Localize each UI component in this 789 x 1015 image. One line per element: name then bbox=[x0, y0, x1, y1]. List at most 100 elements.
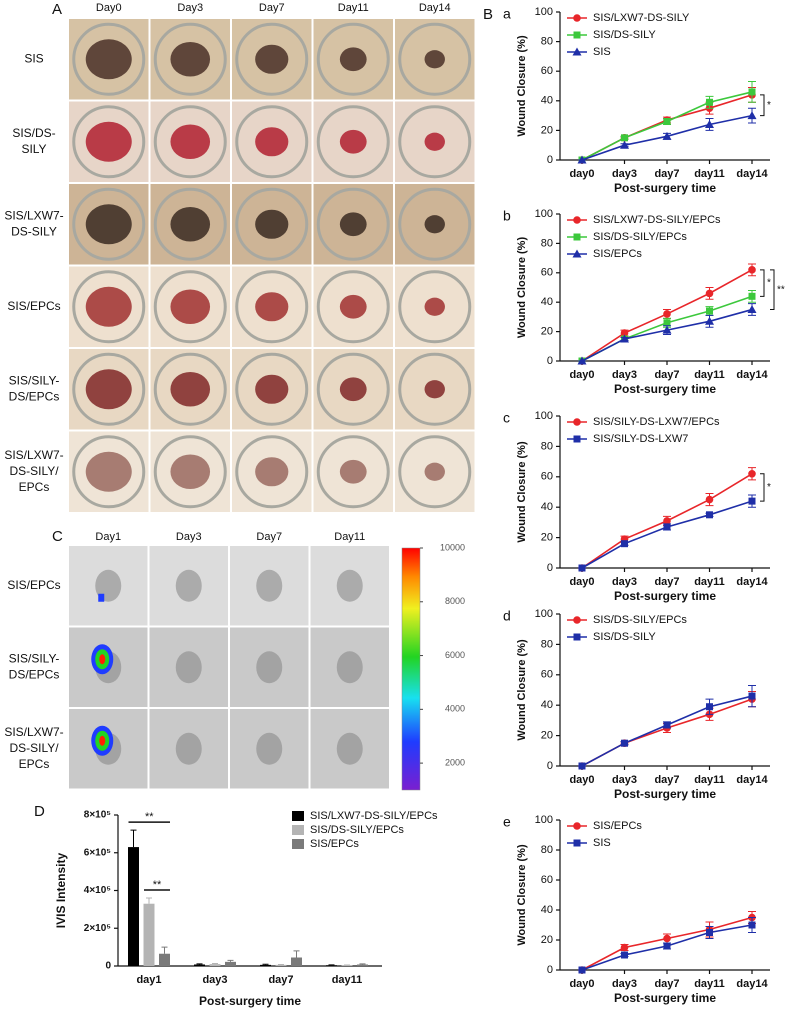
x-tick-label: day14 bbox=[736, 774, 768, 786]
wound bbox=[170, 454, 211, 490]
legend-label: SIS/SILY-DS-LXW7/EPCs bbox=[593, 416, 720, 428]
column-label: Day14 bbox=[419, 2, 451, 14]
ring bbox=[153, 352, 227, 426]
legend-swatch bbox=[292, 811, 304, 821]
marker bbox=[621, 540, 628, 548]
marker bbox=[578, 966, 586, 974]
wound bbox=[336, 732, 363, 765]
wound bbox=[339, 377, 367, 402]
marker bbox=[620, 140, 629, 149]
y-tick-label: 0 bbox=[547, 562, 553, 574]
legend-marker bbox=[573, 435, 581, 443]
row-label: SILY bbox=[21, 142, 46, 156]
marker bbox=[621, 739, 628, 747]
y-axis-title: Wound Closure (%) bbox=[516, 35, 528, 137]
column-label: Day3 bbox=[176, 531, 202, 543]
error-bar bbox=[161, 946, 168, 954]
legend-marker bbox=[573, 31, 581, 39]
ring bbox=[316, 352, 390, 426]
column-label: Day1 bbox=[95, 531, 121, 543]
marker bbox=[621, 134, 628, 142]
row-label: SIS/EPCs bbox=[7, 299, 60, 313]
ring bbox=[72, 22, 146, 96]
wound bbox=[424, 462, 445, 481]
y-axis-title: Wound Closure (%) bbox=[516, 639, 528, 741]
signal bbox=[98, 593, 105, 602]
signal bbox=[99, 654, 106, 665]
wound bbox=[336, 569, 363, 602]
error-bar bbox=[130, 829, 137, 848]
y-tick-label: 80 bbox=[541, 844, 553, 856]
colorbar-label: 2000 bbox=[445, 757, 465, 767]
panel-label: c bbox=[503, 410, 510, 426]
row-label: DS-SILY/ bbox=[9, 464, 59, 478]
row-label: SIS/LXW7- bbox=[4, 448, 63, 462]
ring bbox=[398, 105, 472, 179]
y-tick-label: 8×10⁵ bbox=[84, 810, 112, 821]
x-tick-label: day3 bbox=[612, 168, 637, 180]
legend-marker bbox=[573, 233, 581, 241]
wound bbox=[170, 371, 211, 407]
significance-label: ** bbox=[153, 879, 162, 891]
x-tick-label: day3 bbox=[612, 369, 637, 381]
marker bbox=[620, 334, 629, 343]
x-tick-label: day3 bbox=[202, 974, 227, 986]
panel-label: d bbox=[503, 608, 511, 624]
bar bbox=[194, 964, 205, 966]
legend-label: SIS/DS-SILY/EPCs bbox=[310, 824, 404, 836]
y-tick-label: 20 bbox=[541, 326, 553, 338]
colorbar bbox=[401, 547, 421, 791]
marker bbox=[577, 155, 587, 164]
marker bbox=[663, 523, 671, 531]
ring bbox=[72, 105, 146, 179]
row-label: SIS bbox=[24, 51, 43, 65]
y-tick-label: 80 bbox=[541, 440, 553, 452]
legend-marker bbox=[573, 616, 581, 624]
x-axis-title: Post-surgery time bbox=[614, 991, 716, 1005]
marker bbox=[663, 118, 671, 126]
ring bbox=[72, 187, 146, 261]
y-tick-label: 100 bbox=[535, 814, 553, 826]
significance-bracket bbox=[760, 269, 765, 297]
y-tick-label: 60 bbox=[541, 874, 553, 886]
marker bbox=[748, 88, 756, 96]
wound bbox=[170, 206, 211, 242]
ring bbox=[235, 187, 309, 261]
wound bbox=[255, 374, 289, 404]
y-axis-title: Wound Closure (%) bbox=[516, 844, 528, 946]
colorbar-label: 8000 bbox=[445, 596, 465, 606]
marker bbox=[705, 119, 714, 128]
ring bbox=[316, 270, 390, 344]
bar bbox=[341, 965, 353, 966]
x-tick-label: day0 bbox=[569, 978, 594, 990]
row-label: SIS/EPCs bbox=[7, 578, 60, 592]
y-tick-label: 80 bbox=[541, 237, 553, 249]
legend-label: SIS/EPCs bbox=[310, 838, 359, 850]
marker bbox=[663, 934, 671, 943]
panel-label: A bbox=[52, 1, 62, 18]
legend-marker bbox=[573, 633, 581, 641]
wound bbox=[85, 204, 132, 245]
significance-label: ** bbox=[777, 284, 785, 295]
wound bbox=[424, 297, 445, 316]
marker bbox=[663, 310, 671, 318]
marker bbox=[662, 131, 672, 140]
x-axis-title: Post-surgery time bbox=[614, 181, 716, 195]
y-tick-label: 6×10⁵ bbox=[84, 847, 112, 858]
x-tick-label: day11 bbox=[694, 369, 725, 381]
wound bbox=[255, 127, 289, 157]
y-tick-label: 40 bbox=[541, 904, 553, 916]
wound bbox=[170, 41, 211, 77]
colorbar-label: 6000 bbox=[445, 650, 465, 660]
x-tick-label: day11 bbox=[694, 774, 725, 786]
panel-label: a bbox=[503, 6, 511, 22]
marker bbox=[748, 921, 756, 929]
legend-marker bbox=[572, 249, 582, 258]
significance-label: * bbox=[767, 100, 771, 111]
y-tick-label: 100 bbox=[535, 608, 553, 620]
x-tick-label: day11 bbox=[694, 978, 725, 990]
x-tick-label: day0 bbox=[569, 576, 594, 588]
panel-label: D bbox=[34, 803, 45, 820]
marker bbox=[620, 329, 629, 337]
x-tick-label: day7 bbox=[268, 974, 293, 986]
